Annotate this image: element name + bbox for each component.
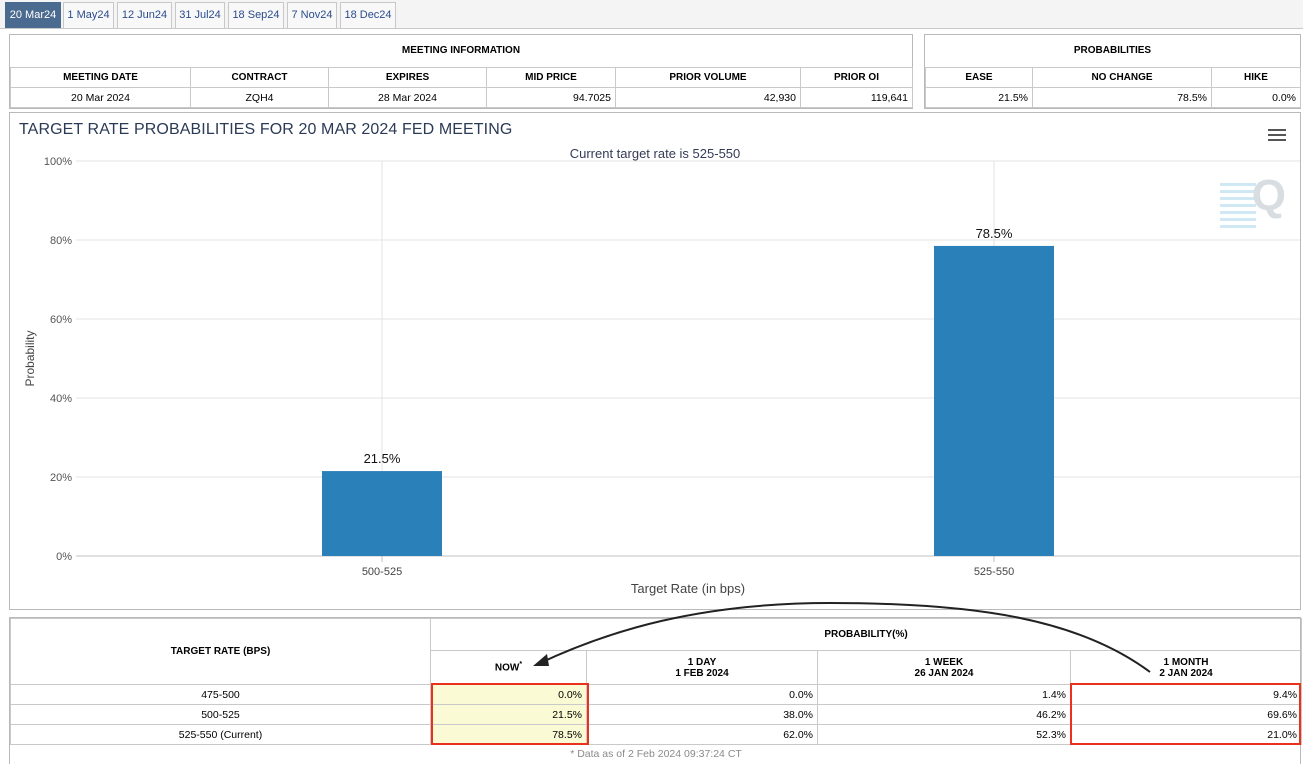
meeting-date-header: MEETING DATE — [10, 67, 191, 88]
chart-title: TARGET RATE PROBABILITIES FOR 20 MAR 202… — [19, 121, 513, 138]
1-month-column-highlight-box — [1070, 683, 1301, 745]
target-rate-header: TARGET RATE (BPS) — [10, 618, 431, 685]
tab-7-nov24[interactable]: 7 Nov24 — [287, 2, 337, 28]
no-change-value: 78.5% — [1032, 87, 1212, 108]
hamburger-menu-icon[interactable] — [1268, 129, 1286, 143]
now-value: 78.5% — [430, 724, 587, 745]
probabilities-panel: PROBABILITIES EASE NO CHANGE HIKE 21.5% … — [924, 34, 1301, 109]
now-column-highlight-box — [431, 683, 589, 745]
ease-header: EASE — [925, 67, 1033, 88]
watermark-logo: Q — [1251, 171, 1286, 220]
1-day-col-header: 1 DAY 1 FEB 2024 — [586, 650, 818, 685]
prior-oi-value: 119,641 — [800, 87, 913, 108]
contract-value: ZQH4 — [190, 87, 329, 108]
probability-bar-chart: 0% 20% 40% 60% 80% 100% 21.5% 500-525 78.5% 525-5… — [23, 156, 1300, 596]
y-tick-label: 20% — [50, 472, 72, 484]
now-value: 21.5% — [430, 704, 587, 725]
chart-subtitle: Current target rate is 525-550 — [569, 146, 741, 161]
y-axis-title: Probability — [23, 330, 37, 386]
prior-oi-header: PRIOR OI — [800, 67, 913, 88]
table-row: 525-550 (Current) 78.5% 62.0% 52.3% 21.0… — [10, 724, 1303, 745]
probability-header: PROBABILITY(%) — [429, 618, 1303, 651]
probabilities-table: EASE NO CHANGE HIKE 21.5% 78.5% 0.0% — [925, 67, 1301, 108]
prior-volume-header: PRIOR VOLUME — [615, 67, 801, 88]
hike-header: HIKE — [1211, 67, 1301, 88]
meeting-information-table: MEETING DATE CONTRACT EXPIRES MID PRICE … — [10, 67, 913, 108]
1-week-value: 1.4% — [817, 684, 1071, 705]
meeting-information-title: MEETING INFORMATION — [401, 45, 521, 56]
bar-data-label: 21.5% — [364, 451, 401, 466]
tab-20-mar24[interactable]: 20 Mar24 — [5, 2, 61, 28]
contract-header: CONTRACT — [190, 67, 329, 88]
no-change-header: NO CHANGE — [1032, 67, 1212, 88]
bar — [934, 245, 1054, 557]
1-week-value: 46.2% — [817, 704, 1071, 725]
rate-label: 500-525 — [10, 704, 431, 725]
meeting-information-panel: MEETING INFORMATION MEETING DATE CONTRAC… — [9, 34, 913, 109]
expires-header: EXPIRES — [328, 67, 487, 88]
meeting-date-value: 20 Mar 2024 — [10, 87, 191, 108]
bar — [322, 471, 442, 556]
y-tick-label: 100% — [44, 156, 72, 168]
tab-31-jul24[interactable]: 31 Jul24 — [175, 2, 225, 28]
mid-price-header: MID PRICE — [486, 67, 616, 88]
hike-value: 0.0% — [1211, 87, 1301, 108]
prior-volume-value: 42,930 — [615, 87, 801, 108]
1-month-col-header: 1 MONTH 2 JAN 2024 — [1069, 650, 1303, 685]
1-day-value: 62.0% — [586, 724, 818, 745]
mid-price-value: 94.7025 — [486, 87, 616, 108]
y-tick-label: 80% — [50, 235, 72, 247]
rate-label: 525-550 (Current) — [10, 724, 431, 745]
tab-1-may24[interactable]: 1 May24 — [63, 2, 114, 28]
tab-18-dec24[interactable]: 18 Dec24 — [340, 2, 396, 28]
expires-value: 28 Mar 2024 — [328, 87, 487, 108]
y-tick-label: 40% — [50, 393, 72, 405]
meeting-tab-bar: 20 Mar24 1 May24 12 Jun24 31 Jul24 18 Se… — [0, 0, 1303, 29]
tab-18-sep24[interactable]: 18 Sep24 — [228, 2, 284, 28]
bar-data-label: 78.5% — [976, 226, 1013, 241]
1-day-value: 38.0% — [586, 704, 818, 725]
probabilities-title: PROBABILITIES — [1073, 45, 1152, 56]
y-tick-label: 60% — [50, 314, 72, 326]
data-timestamp-footnote: * Data as of 2 Feb 2024 09:37:24 CT — [570, 747, 742, 760]
now-col-header: NOW* — [430, 650, 587, 685]
tab-12-jun24[interactable]: 12 Jun24 — [117, 2, 172, 28]
1-week-value: 52.3% — [817, 724, 1071, 745]
x-tick-label: 525-550 — [974, 566, 1014, 578]
rate-label: 475-500 — [10, 684, 431, 705]
y-tick-label: 0% — [56, 551, 72, 563]
table-row: 500-525 21.5% 38.0% 46.2% 69.6% — [10, 704, 1303, 725]
x-axis-title: Target Rate (in bps) — [631, 581, 745, 596]
watermark-lines — [1220, 183, 1256, 235]
probability-history-panel: TARGET RATE (BPS) PROBABILITY(%) NOW* 1 … — [9, 617, 1303, 764]
x-tick-label: 500-525 — [362, 566, 402, 578]
1-day-value: 0.0% — [586, 684, 818, 705]
ease-value: 21.5% — [925, 87, 1033, 108]
1-week-col-header: 1 WEEK 26 JAN 2024 — [817, 650, 1071, 685]
chart-panel: TARGET RATE PROBABILITIES FOR 20 MAR 202… — [9, 112, 1301, 610]
